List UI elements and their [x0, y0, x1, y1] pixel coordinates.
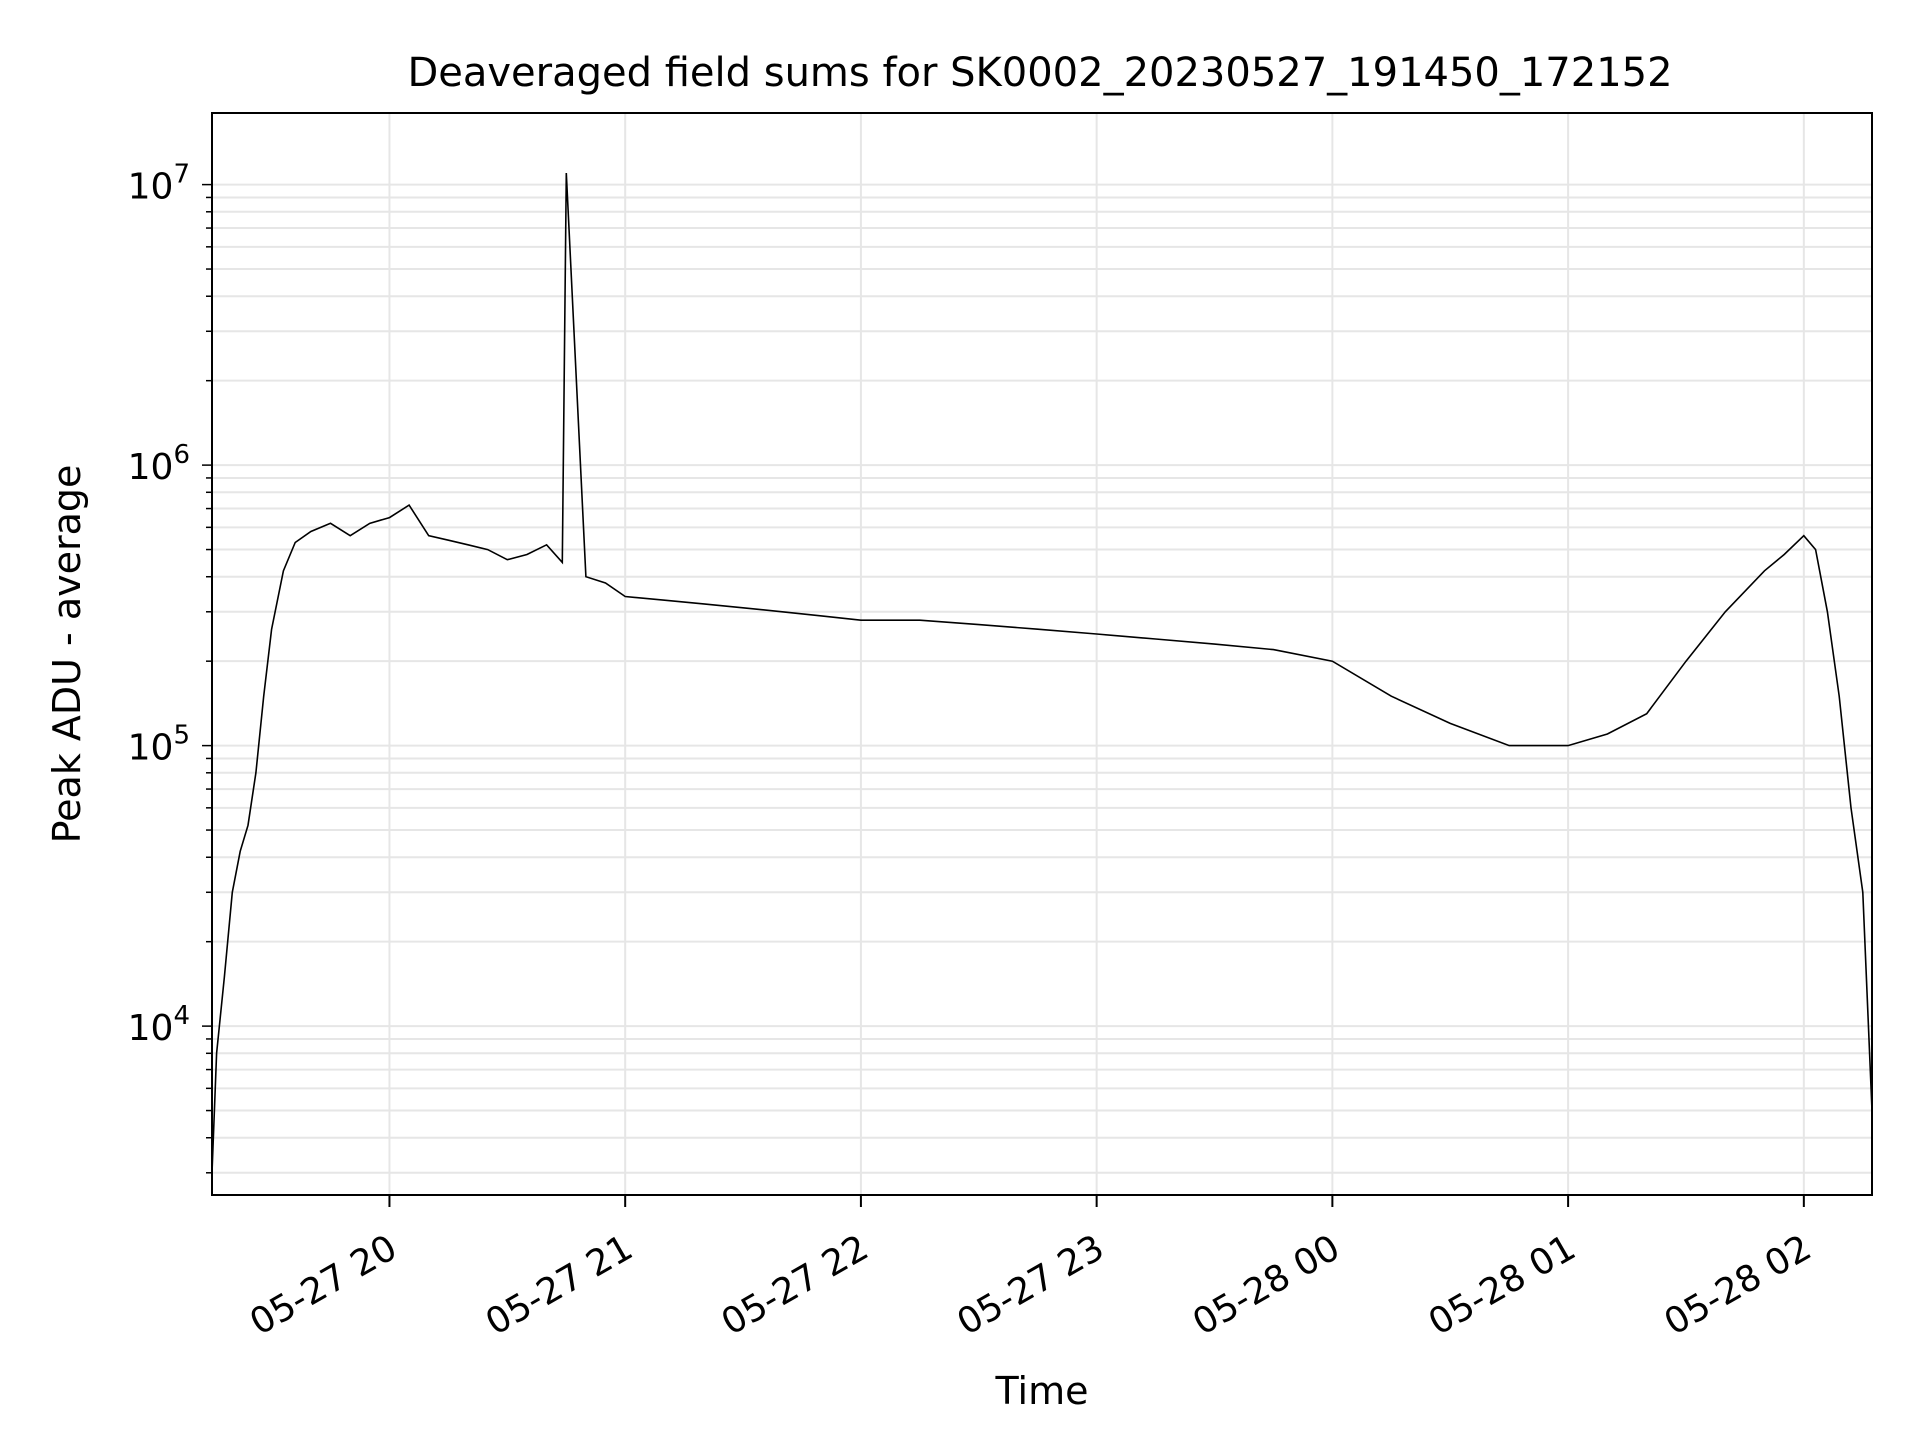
grid-layer — [212, 113, 1872, 1195]
y-tick-label: 104 — [128, 1001, 190, 1049]
y-tick-label: 107 — [128, 160, 190, 208]
x-axis-label: Time — [995, 1369, 1089, 1413]
y-axis-label: Peak ADU - average — [45, 465, 89, 844]
plot-frame — [211, 112, 1873, 1196]
line-layer — [211, 172, 1873, 1173]
y-tick-label: 105 — [128, 721, 190, 769]
series-line — [211, 172, 1873, 1173]
y-tick-label: 106 — [128, 440, 190, 488]
chart-title: Deaveraged field sums for SK0002_2023052… — [407, 50, 1672, 96]
